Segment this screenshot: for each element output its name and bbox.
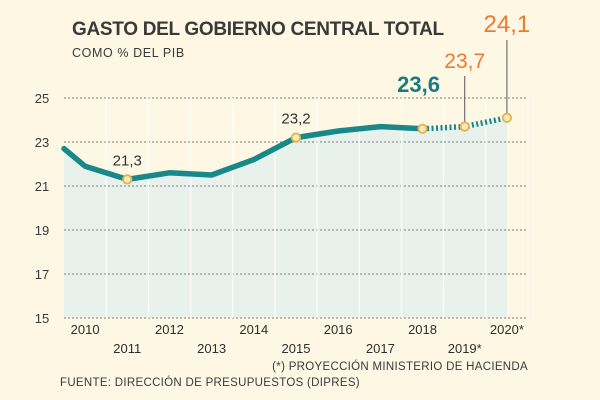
x-tick-label: 2015 [282, 341, 311, 356]
x-tick-label: 2017 [366, 341, 395, 356]
x-tick-label: 2020* [490, 322, 524, 337]
data-label: 24,1 [484, 11, 531, 38]
y-tick-label: 19 [35, 223, 49, 238]
chart-title: GASTO DEL GOBIERNO CENTRAL TOTAL [72, 19, 444, 40]
data-label: 23,2 [281, 111, 310, 128]
y-tick-label: 21 [35, 179, 49, 194]
y-tick-label: 25 [35, 91, 49, 106]
x-tick-label: 2013 [197, 341, 226, 356]
y-tick-label: 17 [35, 267, 49, 282]
x-tick-label: 2011 [113, 341, 141, 356]
projection-footnote: (*) PROYECCIÓN MINISTERIO DE HACIENDA [272, 361, 528, 373]
x-tick-label: 2018 [408, 322, 437, 337]
chart-subtitle: COMO % DEL PIB [72, 46, 185, 60]
data-label: 23,7 [444, 50, 485, 73]
data-point-marker [417, 123, 428, 134]
data-label: 23,6 [397, 72, 440, 97]
source-note: FUENTE: DIRECCIÓN DE PRESUPUESTOS (DIPRE… [60, 377, 360, 389]
x-tick-label: 2010 [71, 322, 100, 337]
series-line-observed [61, 123, 426, 183]
x-tick-label: 2019* [448, 341, 482, 356]
data-point-marker [459, 121, 470, 132]
x-tick-label: 2016 [324, 322, 353, 337]
x-tick-label: 2012 [155, 322, 184, 337]
y-tick-label: 23 [35, 135, 49, 150]
data-point-marker [290, 132, 302, 143]
chart-area-fill [64, 117, 507, 318]
y-tick-label: 15 [35, 311, 49, 326]
x-tick-label: 2014 [239, 322, 268, 337]
data-label: 21,3 [113, 152, 142, 169]
data-point-marker [122, 174, 133, 185]
data-point-marker [501, 112, 513, 123]
